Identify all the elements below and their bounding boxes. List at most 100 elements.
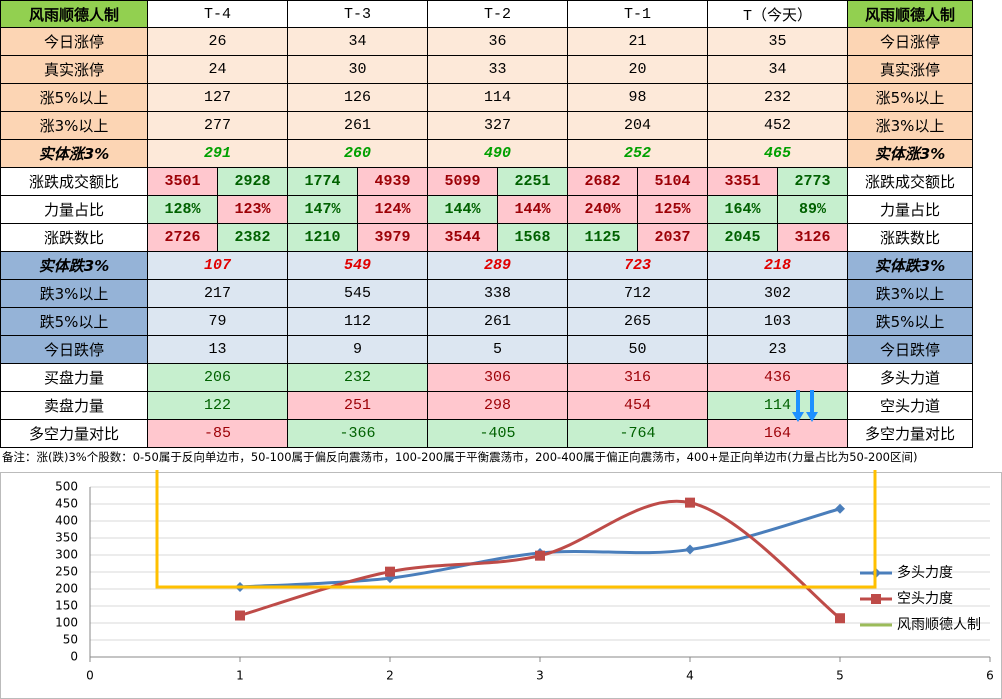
row-label: 涨跌成交额比 <box>847 167 973 196</box>
data-cell: 21 <box>567 27 708 56</box>
legend-label: 多头力度 <box>897 564 953 581</box>
x-tick-label: 6 <box>986 669 994 683</box>
data-cell: 98 <box>567 83 708 112</box>
data-cell: 50 <box>567 335 708 364</box>
point <box>685 497 695 508</box>
data-cell: 1774 <box>287 167 358 196</box>
data-cell: 23 <box>707 335 848 364</box>
data-cell: 36 <box>427 27 568 56</box>
data-cell: -405 <box>427 419 568 448</box>
data-cell: 302 <box>707 279 848 308</box>
y-tick-label: 500 <box>55 480 78 494</box>
data-cell: 1210 <box>287 223 358 252</box>
row-label: 涨跌成交额比 <box>0 167 148 196</box>
header-cell: T-4 <box>147 0 288 28</box>
data-cell: 232 <box>707 83 848 112</box>
arrows <box>792 390 818 422</box>
data-cell: 5 <box>427 335 568 364</box>
row-label: 力量占比 <box>847 195 973 224</box>
y-tick-label: 150 <box>55 599 78 613</box>
data-cell: 2682 <box>567 167 638 196</box>
x-tick-label: 4 <box>686 669 694 683</box>
data-cell: 2037 <box>637 223 708 252</box>
row-label: 力量占比 <box>0 195 148 224</box>
header-cell: T-2 <box>427 0 568 28</box>
row-label: 空头力道 <box>847 391 973 420</box>
data-cell: 26 <box>147 27 288 56</box>
x-tick-label: 1 <box>236 669 244 683</box>
data-cell: 1125 <box>567 223 638 252</box>
y-tick-label: 100 <box>55 616 78 630</box>
data-cell: 240% <box>567 195 638 224</box>
data-cell: 4939 <box>357 167 428 196</box>
data-cell: 252 <box>567 139 708 168</box>
row-label: 多空力量对比 <box>847 419 973 448</box>
data-cell: 712 <box>567 279 708 308</box>
data-cell: 5104 <box>637 167 708 196</box>
data-cell: 490 <box>427 139 568 168</box>
point <box>835 613 845 624</box>
row-label: 卖盘力量 <box>0 391 148 420</box>
header-cell: T（今天） <box>707 0 848 28</box>
data-cell: -366 <box>287 419 428 448</box>
row-label: 实体跌3% <box>847 251 973 280</box>
data-cell: 112 <box>287 307 428 336</box>
row-label: 今日跌停 <box>0 335 148 364</box>
data-cell: 452 <box>707 111 848 140</box>
y-tick-label: 350 <box>55 531 78 545</box>
data-cell: 128% <box>147 195 218 224</box>
data-cell: 2726 <box>147 223 218 252</box>
row-label: 涨5%以上 <box>0 83 148 112</box>
y-tick-label: 450 <box>55 497 78 511</box>
point <box>385 566 395 577</box>
data-cell: 206 <box>147 363 288 392</box>
row-label: 涨跌数比 <box>847 223 973 252</box>
data-cell: 306 <box>427 363 568 392</box>
data-cell: 3351 <box>707 167 778 196</box>
row-label: 实体跌3% <box>0 251 148 280</box>
data-cell: 2773 <box>777 167 848 196</box>
data-cell: 1568 <box>497 223 568 252</box>
x-tick-label: 5 <box>836 669 844 683</box>
row-label: 今日跌停 <box>847 335 973 364</box>
row-label: 跌3%以上 <box>847 279 973 308</box>
row-label: 实体涨3% <box>0 139 148 168</box>
header-cell: 风雨顺德人制 <box>0 0 148 28</box>
data-cell: 261 <box>427 307 568 336</box>
header-cell: 风雨顺德人制 <box>847 0 973 28</box>
legend-label: 风雨顺德人制 <box>897 617 981 633</box>
data-cell: 316 <box>567 363 708 392</box>
data-cell: 122 <box>147 391 288 420</box>
data-cell: 3979 <box>357 223 428 252</box>
data-cell: 545 <box>287 279 428 308</box>
row-label: 买盘力量 <box>0 363 148 392</box>
row-label: 跌3%以上 <box>0 279 148 308</box>
series-line <box>239 507 841 589</box>
point <box>835 503 845 514</box>
data-cell: 3126 <box>777 223 848 252</box>
data-cell: 33 <box>427 55 568 84</box>
data-cell: 2045 <box>707 223 778 252</box>
data-cell: 5099 <box>427 167 498 196</box>
y-tick-label: 250 <box>55 565 78 579</box>
data-cell: 30 <box>287 55 428 84</box>
data-cell: 465 <box>707 139 848 168</box>
data-cell: 13 <box>147 335 288 364</box>
y-tick-label: 0 <box>70 650 78 664</box>
row-label: 涨3%以上 <box>847 111 973 140</box>
row-label: 多空力量对比 <box>0 419 148 448</box>
point <box>535 550 545 561</box>
data-cell: 327 <box>427 111 568 140</box>
row-label: 今日涨停 <box>0 27 148 56</box>
data-cell: 218 <box>707 251 848 280</box>
data-cell: 3501 <box>147 167 218 196</box>
data-cell: 24 <box>147 55 288 84</box>
row-label: 跌5%以上 <box>0 307 148 336</box>
data-cell: 127 <box>147 83 288 112</box>
data-cell: 338 <box>427 279 568 308</box>
row-label: 涨5%以上 <box>847 83 973 112</box>
data-cell: 289 <box>427 251 568 280</box>
x-tick-label: 3 <box>536 669 544 683</box>
data-cell: 107 <box>147 251 288 280</box>
x-tick-label: 2 <box>386 669 394 683</box>
